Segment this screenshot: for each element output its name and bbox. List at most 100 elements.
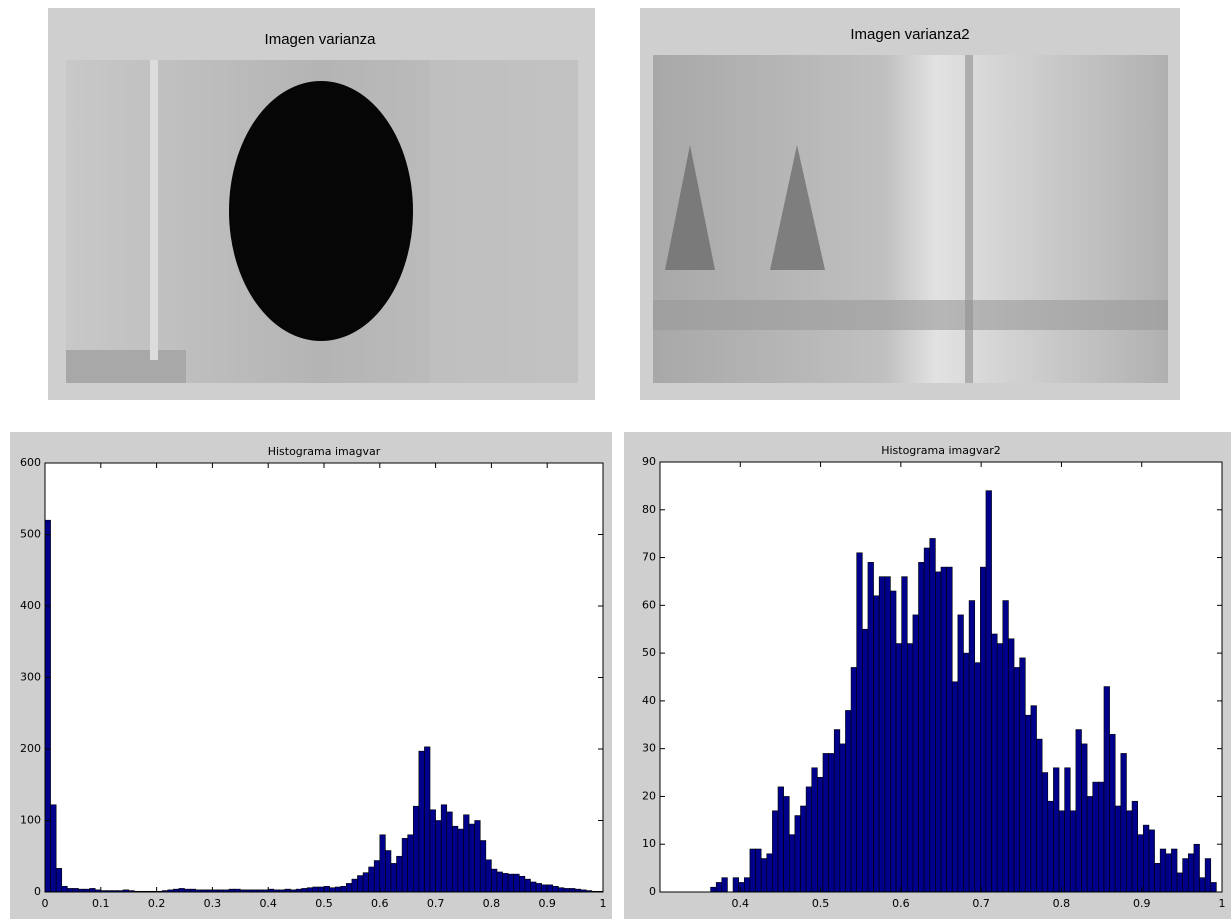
bar xyxy=(1041,772,1049,893)
bar xyxy=(301,888,308,893)
image-title: Imagen varianza2 xyxy=(850,26,969,43)
bar xyxy=(772,810,779,893)
bar xyxy=(732,877,739,893)
bar xyxy=(541,884,548,893)
bar xyxy=(306,887,314,893)
bar xyxy=(373,860,381,893)
x-tick-label: 0.6 xyxy=(371,897,389,910)
bar xyxy=(530,881,537,893)
bar xyxy=(833,729,841,893)
bar xyxy=(1114,805,1122,893)
bar xyxy=(390,863,397,893)
x-tick-label: 0.3 xyxy=(204,897,222,910)
bar xyxy=(1176,872,1183,893)
bar xyxy=(738,882,745,893)
bar xyxy=(895,643,902,893)
x-tick-label: 0.7 xyxy=(972,897,990,910)
bar xyxy=(1019,657,1026,893)
bar xyxy=(491,868,498,893)
bar xyxy=(850,667,858,893)
bar xyxy=(452,825,459,893)
bar xyxy=(957,614,964,893)
bar xyxy=(178,888,185,893)
bar xyxy=(312,886,319,893)
bar xyxy=(351,878,358,893)
bar xyxy=(407,834,414,893)
bar xyxy=(839,743,846,893)
bar xyxy=(817,777,824,893)
bar xyxy=(1159,848,1167,893)
bar xyxy=(457,828,464,893)
bar xyxy=(474,820,481,893)
bar xyxy=(463,814,470,893)
x-tick-label: 0.8 xyxy=(483,897,501,910)
image-texture xyxy=(66,350,186,383)
x-tick-label: 0.7 xyxy=(427,897,445,910)
bar xyxy=(946,566,953,893)
image-blob xyxy=(229,81,413,341)
x-tick-label: 0.4 xyxy=(259,897,277,910)
bar xyxy=(546,884,554,893)
bar xyxy=(89,888,96,893)
y-tick-label: 50 xyxy=(642,646,656,659)
bar xyxy=(980,566,987,893)
y-tick-label: 200 xyxy=(20,742,41,755)
y-tick-label: 100 xyxy=(20,814,41,827)
bar xyxy=(1182,858,1189,893)
image-title: Imagen varianza xyxy=(265,31,377,48)
bar xyxy=(323,885,330,893)
x-tick-label: 0.6 xyxy=(892,897,910,910)
y-tick-label: 30 xyxy=(642,742,656,755)
bar xyxy=(1199,877,1206,893)
bar xyxy=(513,873,520,893)
bar xyxy=(760,858,768,893)
bar xyxy=(1103,686,1110,893)
bar xyxy=(884,576,891,893)
bar xyxy=(1064,767,1071,893)
bar xyxy=(890,590,897,893)
bar xyxy=(558,887,565,893)
y-tick-label: 80 xyxy=(642,503,656,516)
plot-area xyxy=(45,463,603,892)
bar xyxy=(800,805,807,893)
bar xyxy=(396,855,403,893)
y-tick-label: 500 xyxy=(20,528,41,541)
bar xyxy=(362,872,369,893)
bar xyxy=(535,883,542,893)
y-tick-label: 40 xyxy=(642,694,656,707)
bar xyxy=(446,811,453,893)
bar xyxy=(985,490,992,893)
bar xyxy=(1053,767,1060,893)
bar xyxy=(794,815,801,893)
y-tick-label: 10 xyxy=(642,837,656,850)
bar xyxy=(1126,810,1133,893)
y-tick-label: 70 xyxy=(642,551,656,564)
bar xyxy=(873,595,880,893)
bar xyxy=(1036,738,1043,893)
bar xyxy=(1098,781,1105,893)
bar xyxy=(749,848,756,893)
bar xyxy=(346,883,353,893)
bar xyxy=(1143,824,1150,893)
y-tick-label: 20 xyxy=(642,789,656,802)
bar xyxy=(777,786,784,893)
bar xyxy=(468,823,475,893)
bar xyxy=(918,562,925,893)
bar xyxy=(379,834,386,893)
x-tick-label: 0 xyxy=(42,897,49,910)
x-tick-label: 0.5 xyxy=(315,897,333,910)
bar xyxy=(862,628,869,893)
bar xyxy=(1030,705,1037,893)
bar xyxy=(569,888,576,893)
bar xyxy=(552,885,559,893)
bar xyxy=(1193,843,1200,893)
bar xyxy=(502,873,509,893)
x-tick-label: 0.5 xyxy=(812,897,830,910)
x-tick-label: 0.9 xyxy=(1133,897,1151,910)
y-tick-label: 600 xyxy=(20,456,41,469)
bar xyxy=(50,804,57,893)
bar xyxy=(329,887,336,893)
x-tick-label: 0.1 xyxy=(92,897,110,910)
bar xyxy=(61,885,68,893)
